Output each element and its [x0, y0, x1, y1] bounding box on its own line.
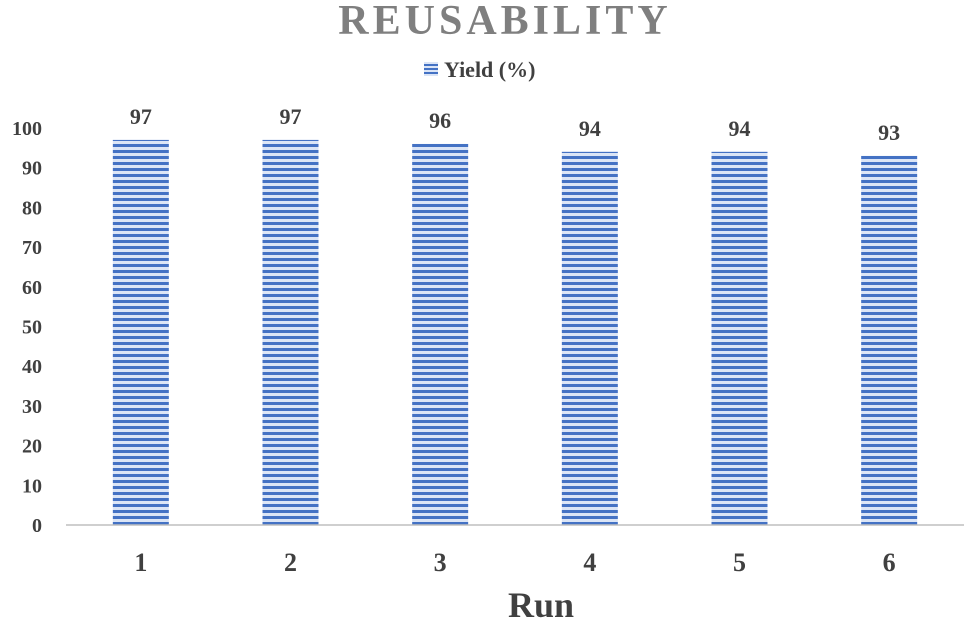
bar	[711, 151, 768, 525]
data-label: 97	[280, 104, 302, 129]
data-label: 93	[878, 120, 900, 145]
x-tick-label: 4	[583, 548, 596, 577]
x-tick-label: 2	[284, 548, 297, 577]
legend-swatch	[424, 62, 438, 76]
chart-title: REUSABILITY	[338, 0, 671, 44]
y-tick-label: 100	[12, 118, 42, 140]
y-tick-label: 50	[22, 317, 42, 339]
y-tick-label: 80	[22, 197, 42, 219]
x-axis-label: Run	[508, 585, 574, 625]
x-tick-label: 1	[134, 548, 147, 577]
y-tick-label: 70	[22, 237, 42, 259]
y-tick-label: 20	[22, 436, 42, 458]
y-tick-label: 60	[22, 277, 42, 299]
bar	[112, 139, 169, 525]
x-tick-label: 6	[883, 548, 896, 577]
bar	[262, 139, 319, 525]
x-tick-label: 3	[434, 548, 447, 577]
y-tick-label: 0	[32, 515, 42, 537]
y-tick-label: 40	[22, 356, 42, 378]
y-tick-label: 90	[22, 158, 42, 180]
y-axis-ticks: 0 10 20 30 40 50 60 70 80 90 100	[12, 118, 42, 537]
data-label: 94	[729, 116, 751, 141]
bar	[561, 151, 618, 525]
data-labels: 97 97 96 94 94 93	[130, 104, 900, 145]
x-tick-label: 5	[733, 548, 746, 577]
y-tick-label: 30	[22, 396, 42, 418]
data-label: 96	[429, 108, 451, 133]
y-tick-label: 10	[22, 475, 42, 497]
data-label: 97	[130, 104, 152, 129]
x-axis-ticks: 1 2 3 4 5 6	[134, 548, 895, 577]
legend: Yield (%)	[424, 57, 535, 82]
bar	[861, 155, 918, 526]
bar	[412, 143, 469, 525]
bars	[112, 139, 918, 526]
data-label: 94	[579, 116, 601, 141]
legend-label: Yield (%)	[444, 57, 535, 82]
